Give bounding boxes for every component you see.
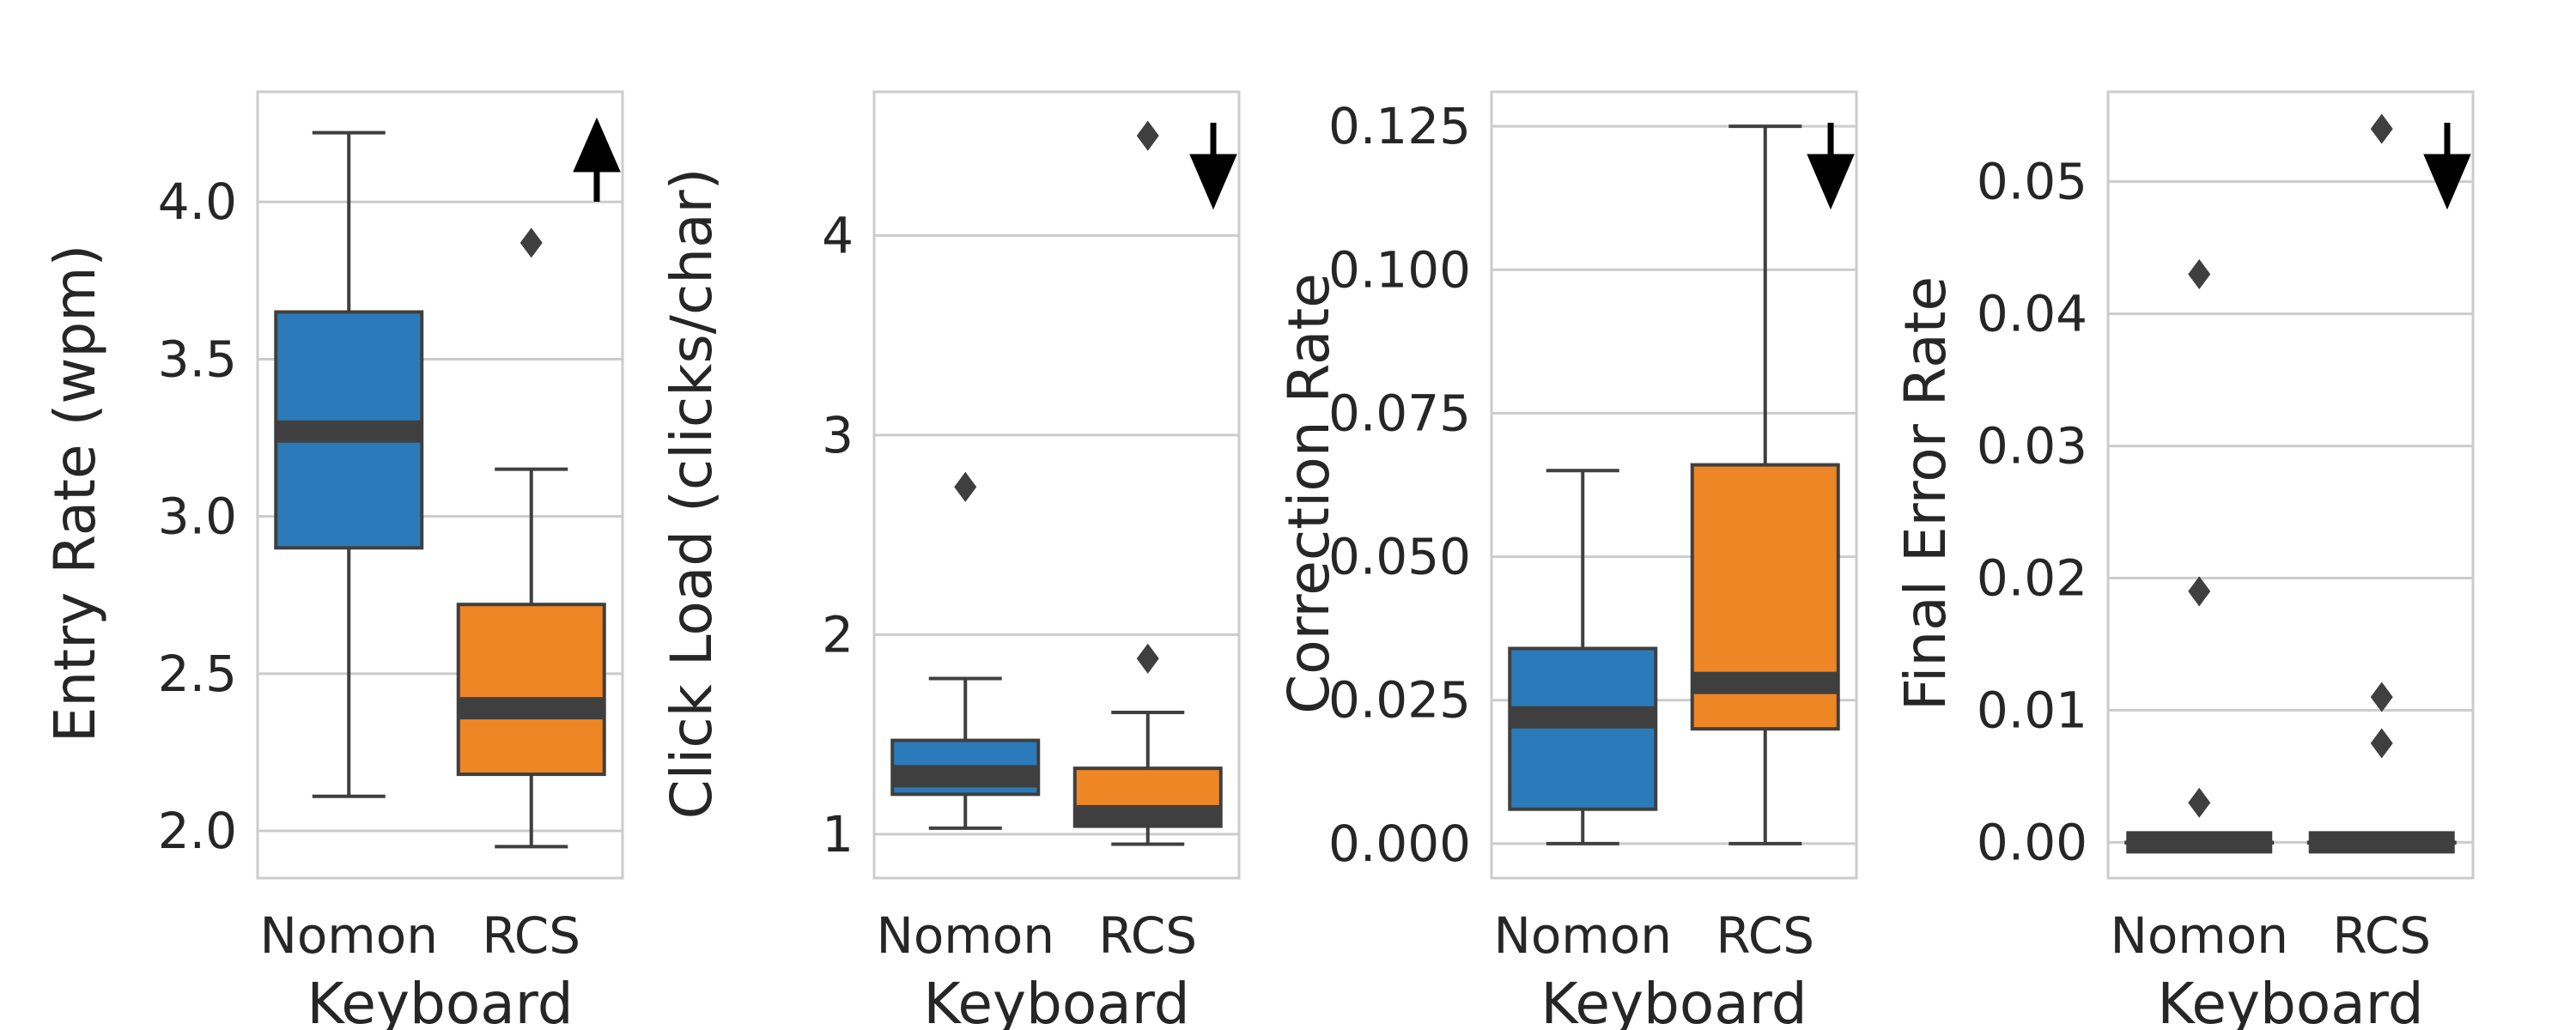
outlier-point bbox=[1136, 643, 1159, 674]
outlier-point bbox=[2188, 576, 2211, 607]
outlier-point bbox=[519, 227, 543, 258]
box-rcs bbox=[2306, 113, 2457, 854]
y-tick-label: 0.100 bbox=[1328, 240, 1471, 299]
outlier-point bbox=[2370, 113, 2393, 144]
box-nomon bbox=[274, 130, 424, 798]
box-rcs bbox=[456, 227, 606, 849]
box-nomon bbox=[2124, 258, 2275, 854]
y-axis-label: Final Error Rate bbox=[1893, 276, 1959, 711]
y-tick-label: 2 bbox=[822, 605, 854, 663]
plot-frame bbox=[2106, 90, 2475, 880]
arrow-down-icon bbox=[2423, 123, 2471, 210]
y-tick-label: 3.5 bbox=[158, 330, 237, 388]
y-tick-label: 0.03 bbox=[1977, 417, 2087, 476]
x-tick-label: RCS bbox=[2332, 906, 2431, 965]
x-tick-label: Nomon bbox=[2110, 906, 2288, 965]
y-tick-label: 0.050 bbox=[1328, 528, 1471, 586]
panel-3: 0.000 0.025 0.050 0.075 0.100 0.125 Nomon RCS Ke… bbox=[1276, 90, 1858, 1030]
x-axis-label: Keyboard bbox=[923, 971, 1189, 1030]
y-tick-label: 4 bbox=[822, 206, 854, 264]
y-axis-label: Correction Rate bbox=[1276, 273, 1342, 714]
y-tick-label: 4.0 bbox=[158, 173, 237, 231]
y-tick-label: 0.00 bbox=[1977, 813, 2087, 871]
arrow-up-icon bbox=[573, 117, 621, 202]
arrow-head bbox=[2423, 154, 2471, 210]
panel-4: 0.00 0.01 0.02 0.03 0.04 0.05 Nomon RCS Keyboard… bbox=[1893, 90, 2475, 1030]
arrow-head bbox=[1807, 154, 1855, 210]
x-tick-label: RCS bbox=[482, 906, 580, 965]
panel-2: 1 2 3 4 Nomon RCS Keyboard Click Load (clicks/c… bbox=[659, 90, 1241, 1030]
x-tick-label: Nomon bbox=[259, 906, 438, 965]
y-tick-label: 0.05 bbox=[1977, 153, 2087, 211]
outlier-point bbox=[2188, 787, 2211, 818]
outlier-point bbox=[1136, 120, 1159, 151]
plot-frame bbox=[1490, 90, 1858, 880]
y-tick-label: 3 bbox=[822, 406, 854, 464]
arrow-down-icon bbox=[1807, 123, 1855, 210]
y-tick-label: 0.000 bbox=[1328, 815, 1471, 873]
y-tick-label: 0.025 bbox=[1328, 671, 1471, 730]
x-axis-label: Keyboard bbox=[307, 971, 573, 1030]
box-nomon bbox=[1508, 469, 1658, 845]
y-tick-label: 2.0 bbox=[158, 802, 237, 860]
y-tick-label: 0.02 bbox=[1977, 549, 2087, 608]
box-iqr bbox=[456, 603, 606, 777]
y-axis-label: Entry Rate (wpm) bbox=[42, 245, 108, 743]
x-tick-label: RCS bbox=[1098, 906, 1197, 965]
x-tick-label: Nomon bbox=[876, 906, 1054, 965]
box-rcs bbox=[1072, 120, 1223, 846]
x-axis-label: Keyboard bbox=[2157, 971, 2423, 1030]
x-axis-label: Keyboard bbox=[1540, 971, 1807, 1030]
outlier-point bbox=[2370, 682, 2393, 712]
arrow-head bbox=[573, 117, 621, 173]
y-tick-label: 1 bbox=[822, 805, 854, 863]
outlier-point bbox=[2370, 728, 2393, 759]
outlier-point bbox=[954, 471, 977, 502]
box-rcs bbox=[1690, 124, 1840, 845]
y-tick-label: 0.01 bbox=[1977, 681, 2087, 739]
y-tick-label: 0.04 bbox=[1977, 285, 2087, 343]
y-tick-label: 0.075 bbox=[1328, 384, 1471, 442]
arrow-head bbox=[1189, 154, 1237, 210]
panel-1: 2.0 2.5 3.0 3.5 4.0 Nomon RCS Keyboard Entry Rat… bbox=[42, 90, 624, 1030]
arrow-down-icon bbox=[1189, 123, 1237, 210]
y-tick-label: 0.125 bbox=[1328, 97, 1471, 155]
x-tick-label: RCS bbox=[1716, 906, 1814, 965]
plot-frame bbox=[872, 90, 1241, 880]
outlier-point bbox=[2188, 258, 2211, 290]
box-iqr bbox=[1508, 646, 1658, 811]
box-nomon bbox=[890, 471, 1041, 830]
y-tick-label: 2.5 bbox=[158, 645, 237, 703]
y-tick-label: 3.0 bbox=[158, 488, 237, 546]
x-tick-label: Nomon bbox=[1493, 906, 1672, 965]
plot-frame bbox=[256, 90, 624, 880]
y-axis-label: Click Load (clicks/char) bbox=[659, 168, 725, 820]
